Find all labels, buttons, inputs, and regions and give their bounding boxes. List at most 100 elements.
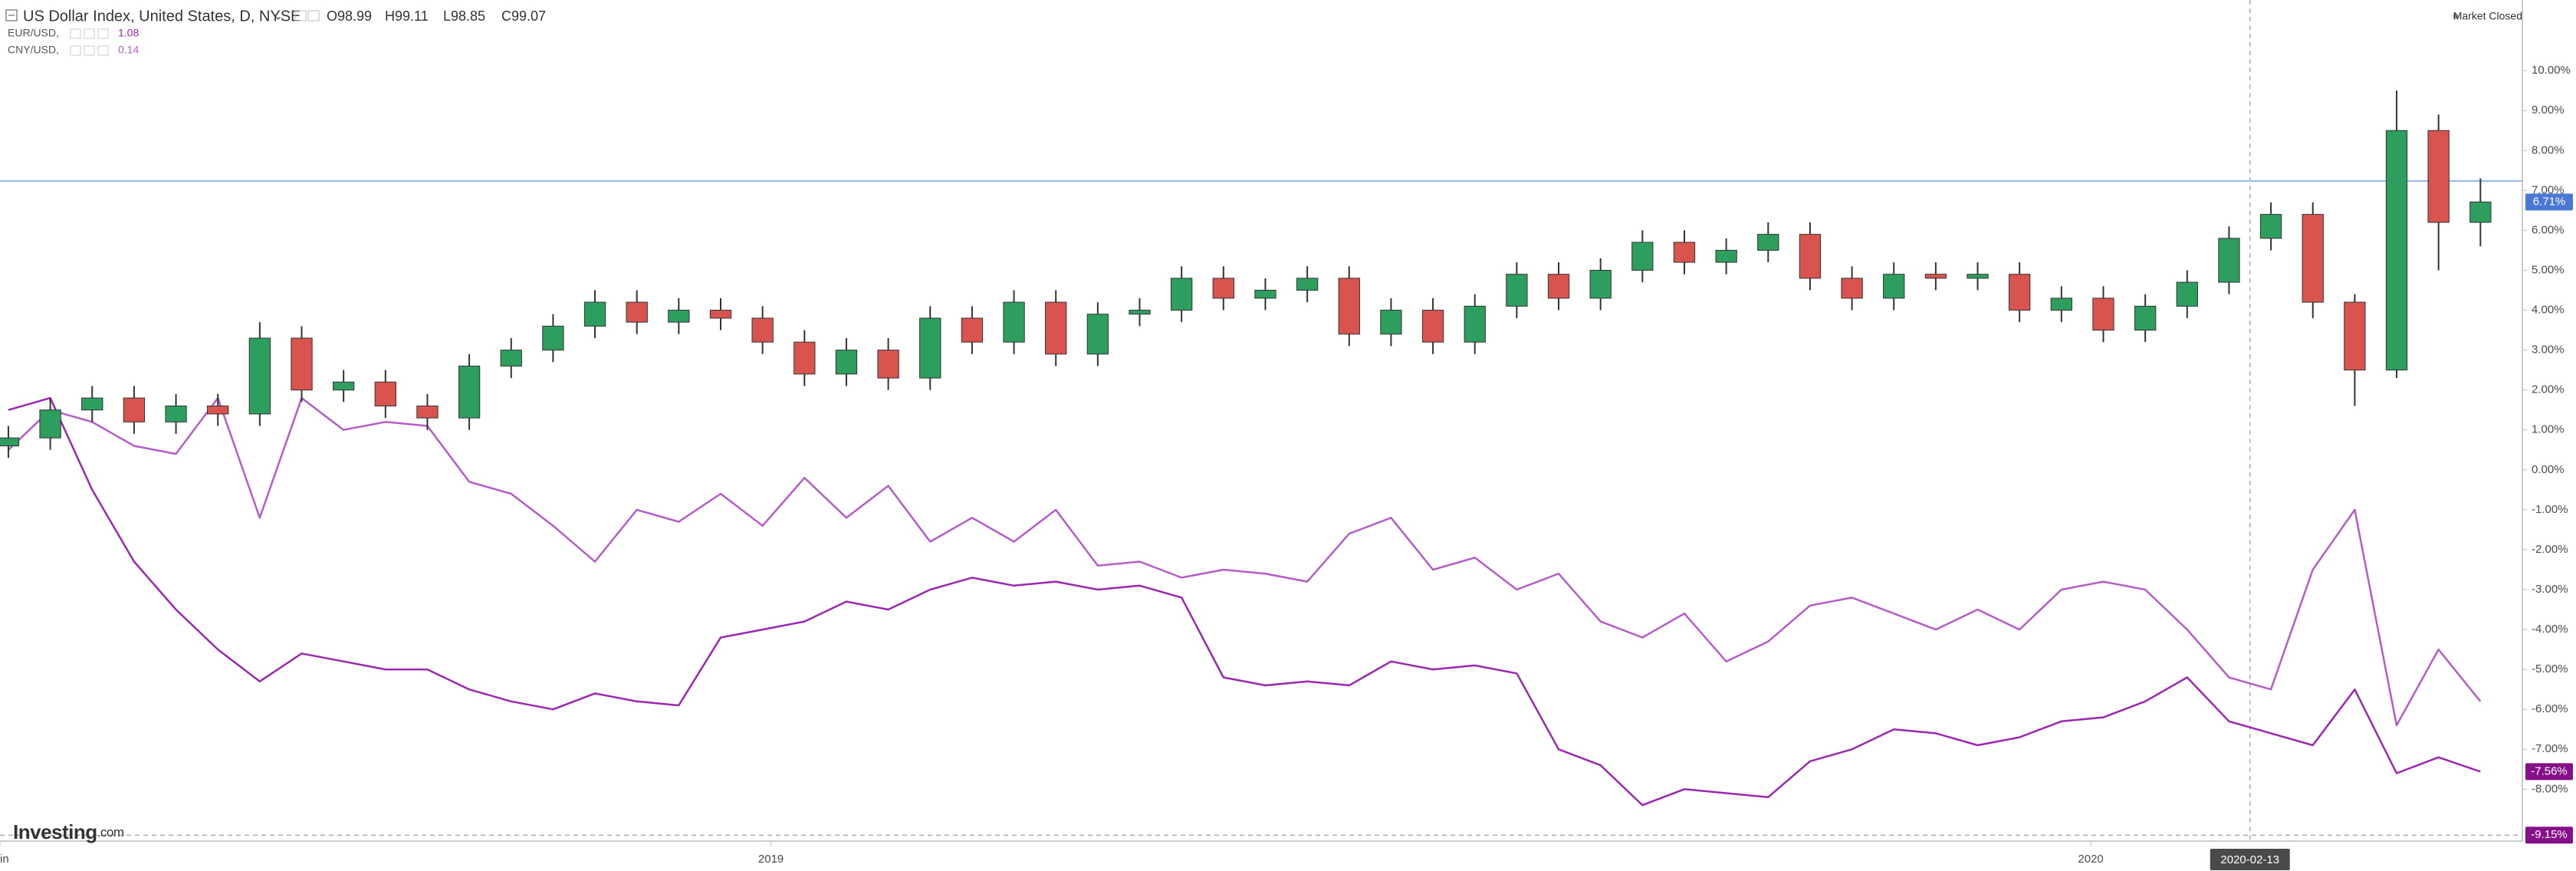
candle-body xyxy=(877,350,899,379)
candle-body xyxy=(1045,301,1067,355)
candle-body xyxy=(709,310,732,319)
candle-body xyxy=(1967,274,1989,279)
legend-name: EUR/USD, xyxy=(8,27,59,39)
legend-name: CNY/USD, xyxy=(8,44,59,56)
y-tick-label: 9.00% xyxy=(2532,104,2564,117)
candle-body xyxy=(1841,278,1863,299)
candle-body xyxy=(1673,242,1696,263)
candle-body xyxy=(2385,130,2408,371)
x-tick-label: 2020 xyxy=(2078,853,2103,866)
legend-icon[interactable] xyxy=(97,28,109,39)
y-tick-label: -6.00% xyxy=(2532,702,2568,715)
y-tick-label: -1.00% xyxy=(2532,503,2568,516)
legend-icon[interactable] xyxy=(70,45,81,56)
candle-body xyxy=(2302,214,2324,303)
candle-body xyxy=(1086,314,1109,355)
candle-body xyxy=(583,301,606,327)
candle-body xyxy=(165,405,187,422)
crosshair-label: 2020-02-13 xyxy=(2220,853,2279,866)
status-dot xyxy=(2453,13,2459,19)
legend-icon[interactable] xyxy=(84,45,95,56)
candle-body xyxy=(751,317,774,343)
candle-body xyxy=(1129,310,1151,315)
candle-body xyxy=(1380,310,1402,335)
candle-body xyxy=(1212,278,1234,299)
legend: EUR/USD, 1.08 CNY/USD, 0.14 xyxy=(8,27,139,56)
collapse-icon[interactable] xyxy=(5,9,18,21)
candle-body xyxy=(2259,214,2282,239)
ohlc-readout: O98.99 H99.11 L98.85 C99.07 xyxy=(294,8,546,24)
candle-body xyxy=(332,381,355,391)
legend-icon[interactable] xyxy=(84,28,95,39)
logo: Investing.com xyxy=(13,820,124,843)
x-tick-label: in xyxy=(0,853,9,866)
y-tick-label: 3.00% xyxy=(2532,343,2564,357)
x-tick-label: 2019 xyxy=(758,853,784,866)
candle-body xyxy=(1757,234,1779,251)
candle-body xyxy=(2469,201,2492,223)
legend-value: 1.08 xyxy=(118,27,139,39)
y-tick-label: 4.00% xyxy=(2532,304,2564,317)
ohlc-value: L98.85 xyxy=(443,8,485,24)
logo-suffix: .com xyxy=(97,825,124,840)
candle-body xyxy=(1799,234,1822,279)
y-tick-label: -3.00% xyxy=(2532,583,2568,596)
legend-icon[interactable] xyxy=(70,28,81,39)
candle-body xyxy=(39,409,61,439)
line-series xyxy=(8,396,2481,807)
ohlc-value: O98.99 xyxy=(327,8,372,24)
candle-body xyxy=(668,310,690,323)
candle-body xyxy=(1715,249,1737,263)
candle-body xyxy=(374,381,396,406)
candle-body xyxy=(2427,130,2450,223)
candle-body xyxy=(794,341,816,375)
candle-body xyxy=(1254,290,1276,299)
candle-body xyxy=(2050,297,2072,311)
y-tick-label: 0.00% xyxy=(2532,463,2564,476)
candle-body xyxy=(1296,278,1319,291)
icon[interactable] xyxy=(307,10,320,21)
candle-body xyxy=(2176,281,2198,307)
logo-brand: Investing xyxy=(13,820,97,843)
candle-body xyxy=(2092,297,2114,331)
candle-body xyxy=(919,317,941,379)
candle-body xyxy=(626,301,648,323)
candle-body xyxy=(248,337,271,415)
price-badge-label: -7.56% xyxy=(2531,764,2568,777)
legend-value: 0.14 xyxy=(118,44,139,56)
candle-body xyxy=(1924,274,1947,279)
candle-body xyxy=(1003,301,1025,343)
legend-icon[interactable] xyxy=(97,45,109,56)
candle-body xyxy=(835,350,858,375)
candle-body xyxy=(1421,310,1444,343)
y-tick-label: -8.00% xyxy=(2532,782,2568,795)
y-tick-label: -4.00% xyxy=(2532,623,2568,636)
candle-body xyxy=(207,405,229,415)
y-tick-label: 2.00% xyxy=(2532,383,2564,396)
candle-body xyxy=(291,337,313,391)
ohlc-value: H99.11 xyxy=(385,8,429,24)
y-tick-label: 7.00% xyxy=(2532,183,2564,196)
candle-body xyxy=(1338,278,1360,335)
icon[interactable] xyxy=(294,10,307,21)
candle-body xyxy=(1464,305,1486,343)
line-series xyxy=(8,396,2482,727)
y-tick-label: 6.00% xyxy=(2532,223,2564,236)
y-tick-label: 8.00% xyxy=(2532,143,2564,156)
candle-body xyxy=(961,317,984,343)
y-tick-label: 5.00% xyxy=(2532,263,2564,276)
candle-body xyxy=(81,397,104,411)
price-badge xyxy=(2525,193,2573,211)
candle-body xyxy=(123,397,146,422)
candle-body xyxy=(1171,278,1193,311)
candle-body xyxy=(1883,274,1905,299)
candle-body xyxy=(2218,238,2240,283)
crosshair-label-box xyxy=(2210,849,2290,870)
y-tick-label: -7.00% xyxy=(2532,742,2568,755)
candle-body xyxy=(1631,242,1654,271)
candle-body xyxy=(1589,269,1612,299)
candle-body xyxy=(416,405,439,419)
dropdown-caret[interactable]: ⌄ xyxy=(274,10,283,22)
candle-body xyxy=(2134,305,2157,331)
